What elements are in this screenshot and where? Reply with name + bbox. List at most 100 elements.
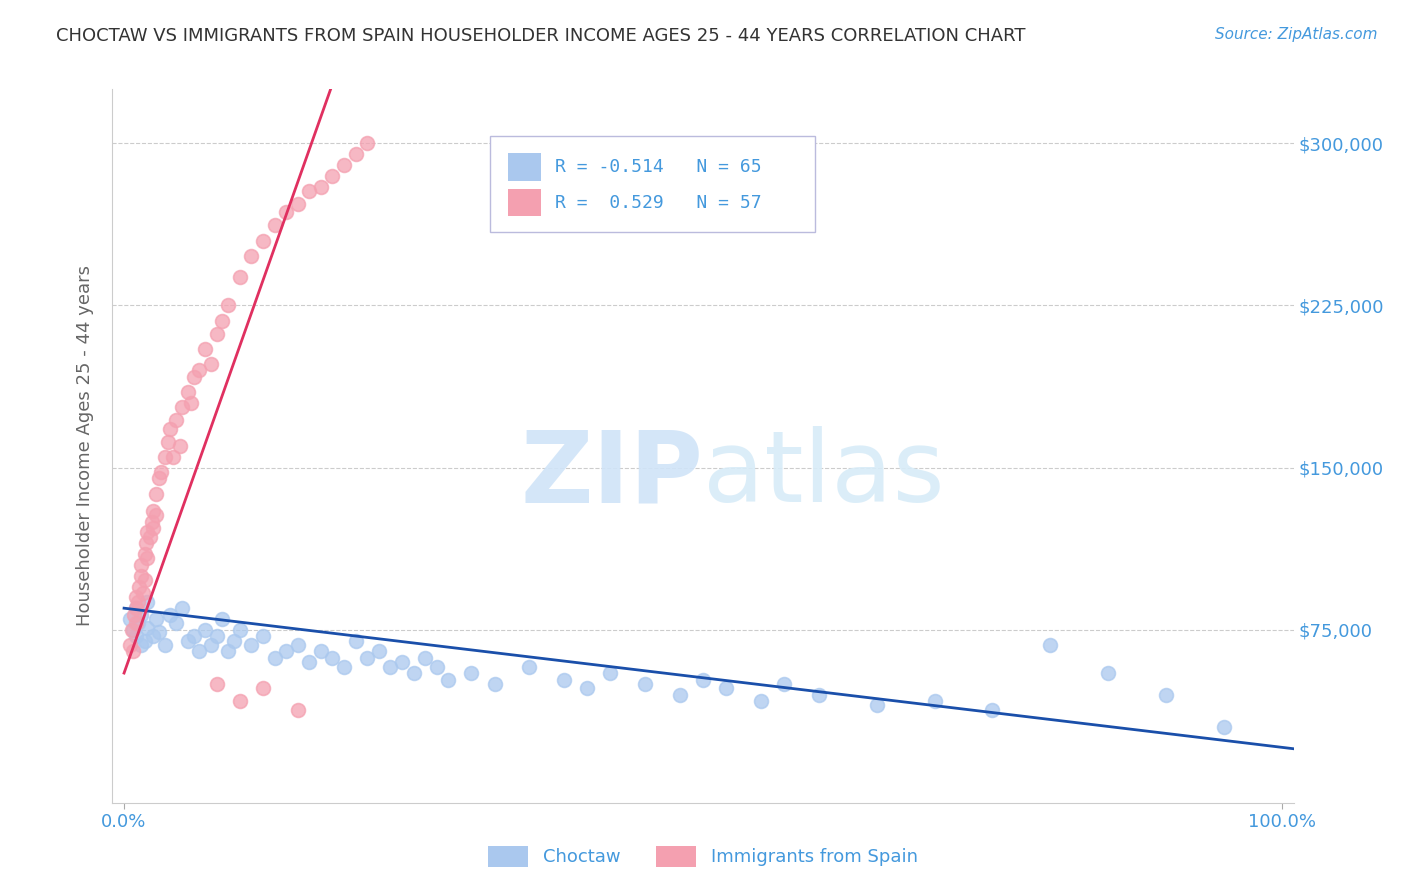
Point <box>287 703 309 717</box>
Point <box>866 698 889 713</box>
Point <box>217 644 239 658</box>
Point <box>460 666 482 681</box>
Point <box>321 169 343 183</box>
Point <box>576 681 599 696</box>
Point <box>142 504 165 518</box>
Point <box>148 471 170 485</box>
Point <box>169 439 191 453</box>
Point <box>134 633 156 648</box>
Point <box>165 413 187 427</box>
Point <box>122 623 145 637</box>
Point <box>240 638 263 652</box>
Point <box>380 659 402 673</box>
Point <box>426 659 449 673</box>
Point <box>124 601 146 615</box>
Text: ZIP: ZIP <box>520 426 703 523</box>
Bar <box>508 153 541 180</box>
Point <box>669 688 692 702</box>
Y-axis label: Householder Income Ages 25 - 44 years: Householder Income Ages 25 - 44 years <box>76 266 94 626</box>
Point <box>356 651 378 665</box>
Point <box>356 136 378 151</box>
Point <box>127 595 149 609</box>
Point <box>263 219 285 233</box>
Point <box>200 638 222 652</box>
Point <box>200 357 222 371</box>
Point <box>309 179 332 194</box>
Point <box>333 659 356 673</box>
Text: R = -0.514   N = 65: R = -0.514 N = 65 <box>555 158 762 176</box>
Point <box>413 651 436 665</box>
Point <box>1213 720 1236 734</box>
Point <box>118 638 141 652</box>
Point <box>287 196 309 211</box>
Point <box>924 694 946 708</box>
Point <box>634 677 657 691</box>
Point <box>177 633 200 648</box>
Point <box>205 326 228 341</box>
Point <box>157 434 180 449</box>
Text: CHOCTAW VS IMMIGRANTS FROM SPAIN HOUSEHOLDER INCOME AGES 25 - 44 YEARS CORRELATI: CHOCTAW VS IMMIGRANTS FROM SPAIN HOUSEHO… <box>56 27 1026 45</box>
Point <box>599 666 621 681</box>
Point <box>162 450 184 464</box>
Point <box>807 688 830 702</box>
Point <box>298 655 321 669</box>
Point <box>252 234 274 248</box>
Point <box>135 536 157 550</box>
Point <box>165 616 187 631</box>
Point <box>211 612 233 626</box>
Text: Source: ZipAtlas.com: Source: ZipAtlas.com <box>1215 27 1378 42</box>
Point <box>263 651 285 665</box>
Point <box>981 703 1004 717</box>
Point <box>252 681 274 696</box>
Point <box>309 644 332 658</box>
Point <box>298 184 321 198</box>
Point <box>124 616 146 631</box>
Point <box>391 655 413 669</box>
Point <box>136 621 159 635</box>
Point <box>276 205 298 219</box>
Point <box>222 633 245 648</box>
Point <box>150 465 173 479</box>
Point <box>136 595 159 609</box>
FancyBboxPatch shape <box>491 136 815 232</box>
Point <box>484 677 506 691</box>
Point <box>333 158 356 172</box>
Point <box>714 681 737 696</box>
Point <box>124 591 146 605</box>
Point <box>1097 666 1119 681</box>
Point <box>153 450 176 464</box>
Bar <box>508 189 541 216</box>
Point <box>217 298 239 312</box>
Point <box>141 515 163 529</box>
Point <box>276 644 298 658</box>
Point <box>437 673 460 687</box>
Point <box>124 629 146 643</box>
Point <box>131 638 153 652</box>
Point <box>131 568 153 582</box>
Text: atlas: atlas <box>703 426 945 523</box>
Point <box>153 638 176 652</box>
Point <box>124 601 146 615</box>
Point <box>344 633 367 648</box>
Point <box>188 363 211 377</box>
Point <box>127 616 149 631</box>
Point <box>128 580 150 594</box>
Point <box>321 651 343 665</box>
Point <box>136 525 159 540</box>
Point <box>1039 638 1062 652</box>
Point <box>1154 688 1177 702</box>
Text: R =  0.529   N = 57: R = 0.529 N = 57 <box>555 194 762 211</box>
Point <box>170 400 193 414</box>
Point <box>252 629 274 643</box>
Point <box>159 607 181 622</box>
Point <box>145 612 167 626</box>
Point <box>205 677 228 691</box>
Point <box>229 623 252 637</box>
Point <box>517 659 540 673</box>
Point <box>287 638 309 652</box>
Point <box>148 624 170 639</box>
Point <box>121 623 143 637</box>
Point <box>402 666 425 681</box>
Point <box>145 486 167 500</box>
Point <box>131 586 153 600</box>
